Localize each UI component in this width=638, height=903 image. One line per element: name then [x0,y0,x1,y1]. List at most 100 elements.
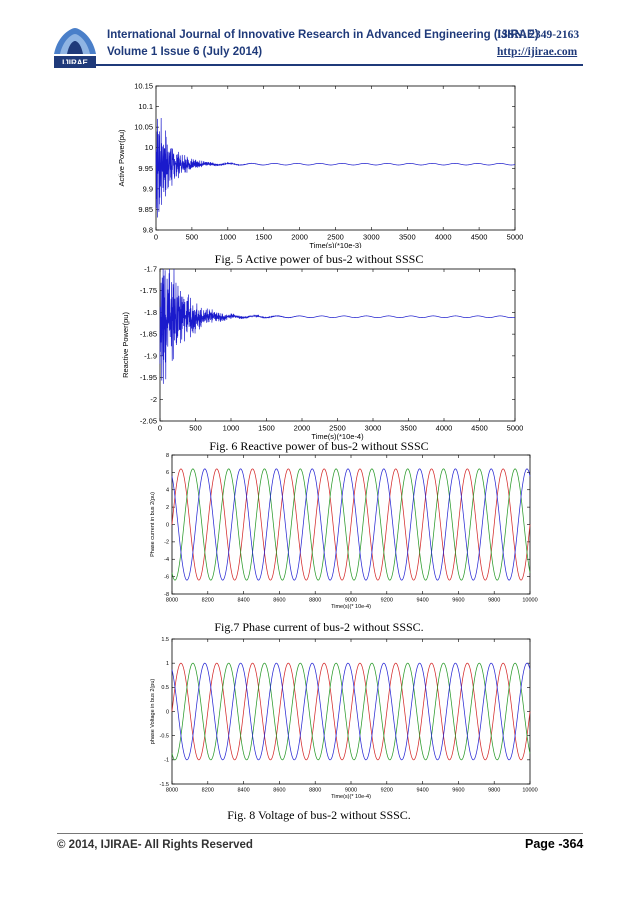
y-tick-label: -1 [164,758,169,764]
y-tick-label: 6 [166,470,169,476]
x-tick-label: 2500 [327,233,344,242]
series-line-2 [171,662,531,761]
x-tick-label: 3500 [399,233,416,242]
figure-5: 0 500 1000 1500 2000 2500 3000 3500 4000 4500 5000… [108,80,523,249]
x-tick-label: 9000 [345,598,357,604]
series-line-3 [171,662,531,761]
x-tick-label: 9400 [416,788,428,794]
x-tick-label: 9000 [345,788,357,794]
logo-text: IJIRAE [62,59,88,68]
x-axis-label: Time(s)(* 10e-4) [331,604,371,610]
x-tick-label: 9600 [452,788,464,794]
series-line-2 [171,468,531,581]
y-tick-label: 9.9 [143,184,153,193]
x-tick-label: 0 [158,424,162,433]
x-tick-label: 8200 [202,788,214,794]
y-tick-label: -6 [164,574,169,580]
figure-5-caption: Fig. 5 Active power of bus-2 without SSS… [214,252,424,266]
series-line-1 [155,118,516,218]
series-line-1 [171,662,531,761]
x-tick-label: 9600 [452,598,464,604]
figure-7-caption: Fig.7 Phase current of bus-2 without SSS… [214,620,424,634]
y-tick-label: -1.8 [144,308,157,317]
y-tick-label: 10.1 [138,102,153,111]
volume-issue: Volume 1 Issue 6 (July 2014) [107,46,263,58]
plot-frame [159,268,516,422]
y-axis-label: Active Power(pu) [117,129,126,187]
x-tick-label: 500 [189,424,202,433]
y-tick-label: 4 [166,488,169,494]
x-tick-label: 1000 [223,424,240,433]
y-tick-label: -1.7 [144,265,157,274]
series-line-1 [159,268,516,384]
x-tick-label: 10000 [522,788,537,794]
y-tick-label: -1.9 [144,351,157,360]
y-tick-label: -0.5 [160,734,169,740]
x-tick-label: 5000 [507,233,523,242]
y-tick-label: 1 [166,661,169,667]
journal-url-link[interactable]: http://ijirae.com [497,46,578,58]
y-tick-label: -4 [164,557,169,563]
y-tick-label: 0 [166,522,169,528]
plot-frame [155,85,516,231]
x-tick-label: 5000 [507,424,523,433]
y-tick-label: 8 [166,453,169,459]
figure-7: 8000 8200 8400 8600 8800 9000 9200 9400 9600 9800… [140,452,540,612]
y-axis-label: phase Voltage in bus 2(pu) [150,679,156,745]
y-tick-label: 10.15 [134,82,153,91]
y-tick-label: 9.8 [143,226,153,235]
x-tick-label: 1500 [258,424,275,433]
x-tick-label: 9800 [488,598,500,604]
x-tick-label: 9200 [381,598,393,604]
x-tick-label: 2500 [329,424,346,433]
y-tick-label: -2 [164,540,169,546]
x-tick-label: 8400 [237,788,249,794]
active-power-chart: 0 500 1000 1500 2000 2500 3000 3500 4000 4500 5000… [117,82,523,249]
figure-8: 8000 8200 8400 8600 8800 9000 9200 9400 9600 9800… [140,634,540,802]
x-tick-label: 3000 [363,233,380,242]
x-tick-label: 8800 [309,788,321,794]
journal-title: International Journal of Innovative Rese… [107,29,539,41]
x-axis-label: Time(s)(*10e-4) [311,432,364,441]
y-tick-label: -1.85 [140,330,157,339]
x-axis-label: Time(s)(*10e-3) [309,241,362,248]
y-tick-label: -8 [164,592,169,598]
x-tick-label: 4000 [436,424,453,433]
x-tick-label: 1000 [219,233,236,242]
y-tick-label: 10.05 [134,123,153,132]
x-axis-label: Time(s)(* 10e-4) [331,794,371,800]
page-number: Page -364 [525,837,584,851]
x-tick-label: 10000 [522,598,537,604]
y-axis-label: Phase current in bus 2(pu) [150,492,156,557]
x-tick-label: 8800 [309,598,321,604]
x-tick-label: 4500 [471,424,488,433]
y-tick-label: 9.95 [138,164,153,173]
phase-current-chart: 8000 8200 8400 8600 8800 9000 9200 9400 9600 9800… [150,453,538,610]
y-tick-label: 9.85 [138,205,153,214]
x-tick-label: 4500 [471,233,488,242]
x-tick-label: 1500 [255,233,272,242]
x-tick-label: 8600 [273,788,285,794]
x-tick-label: 8600 [273,598,285,604]
x-tick-label: 8200 [202,598,214,604]
y-tick-label: -1.75 [140,286,157,295]
series-line-1 [171,468,531,581]
x-tick-label: 8400 [237,598,249,604]
series-line-3 [171,468,531,581]
x-tick-label: 9400 [416,598,428,604]
figure-6: 0 500 1000 1500 2000 2500 3000 3500 4000 4500 5000… [108,264,523,442]
x-tick-label: 3000 [365,424,382,433]
x-tick-label: 500 [186,233,199,242]
x-tick-label: 8000 [166,598,178,604]
issn: ISSN: 2349-2163 [497,29,580,41]
x-tick-label: 2000 [294,424,311,433]
footer-divider [57,833,583,834]
x-tick-label: 4000 [435,233,452,242]
y-axis-label: Reactive Power(pu) [121,312,130,378]
header-divider [57,64,583,66]
figure-8-caption: Fig. 8 Voltage of bus-2 without SSSC. [227,808,411,822]
y-tick-label: 10 [145,143,153,152]
x-tick-label: 2000 [291,233,308,242]
y-tick-label: -2.05 [140,417,157,426]
y-tick-label: -1.5 [160,782,169,788]
